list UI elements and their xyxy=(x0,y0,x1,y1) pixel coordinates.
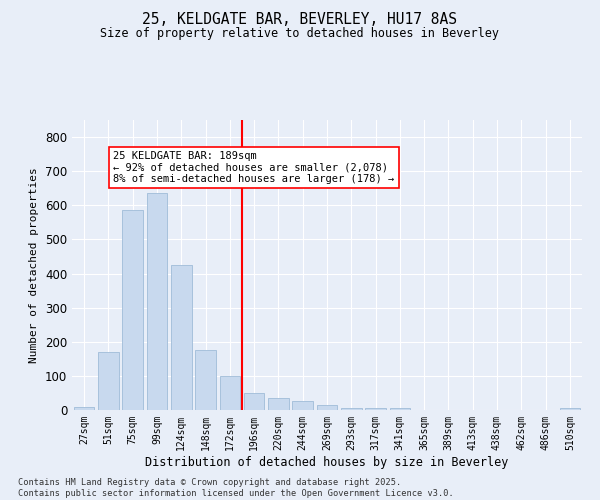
Bar xyxy=(268,398,289,410)
Bar xyxy=(317,405,337,410)
Bar xyxy=(292,402,313,410)
Text: 25 KELDGATE BAR: 189sqm
← 92% of detached houses are smaller (2,078)
8% of semi-: 25 KELDGATE BAR: 189sqm ← 92% of detache… xyxy=(113,150,395,184)
X-axis label: Distribution of detached houses by size in Beverley: Distribution of detached houses by size … xyxy=(145,456,509,468)
Bar xyxy=(389,408,410,410)
Bar xyxy=(74,406,94,410)
Bar xyxy=(560,408,580,410)
Bar xyxy=(122,210,143,410)
Text: 25, KELDGATE BAR, BEVERLEY, HU17 8AS: 25, KELDGATE BAR, BEVERLEY, HU17 8AS xyxy=(143,12,458,28)
Bar xyxy=(341,408,362,410)
Bar xyxy=(98,352,119,410)
Bar xyxy=(195,350,216,410)
Bar xyxy=(146,194,167,410)
Bar xyxy=(171,265,191,410)
Bar xyxy=(365,408,386,410)
Bar xyxy=(244,393,265,410)
Text: Size of property relative to detached houses in Beverley: Size of property relative to detached ho… xyxy=(101,28,499,40)
Text: Contains HM Land Registry data © Crown copyright and database right 2025.
Contai: Contains HM Land Registry data © Crown c… xyxy=(18,478,454,498)
Bar xyxy=(220,376,240,410)
Y-axis label: Number of detached properties: Number of detached properties xyxy=(29,167,40,363)
